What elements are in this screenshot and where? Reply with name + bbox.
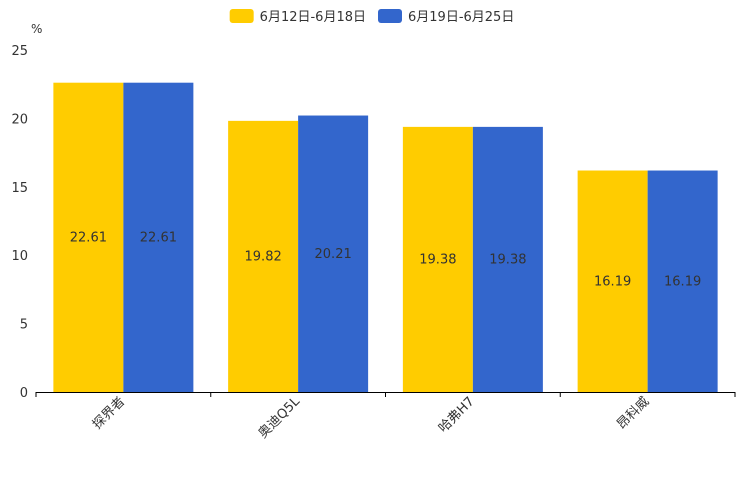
bar: [647, 170, 718, 392]
y-tick-label: 15: [11, 181, 28, 196]
y-tick-label: 0: [20, 386, 28, 401]
legend-label: 6月19日-6月25日: [408, 10, 514, 25]
x-tick-label: 哈弗H7: [436, 394, 478, 436]
bar: [298, 115, 369, 393]
bar: [228, 120, 299, 392]
legend: 6月12日-6月18日 6月19日-6月25日: [229, 9, 514, 25]
legend-item[interactable]: 6月19日-6月25日: [378, 9, 514, 25]
bar: [472, 126, 543, 393]
legend-swatch: [229, 9, 254, 23]
y-tick-label: 25: [11, 44, 28, 59]
data-label: 19.82: [245, 249, 282, 264]
bars: 22.61 19.82 19.38 16.19 22.61 20.21 19.38 16.19: [53, 82, 718, 393]
data-label: 16.19: [594, 274, 631, 289]
x-tick-label: 奥迪Q5L: [256, 394, 304, 442]
bar: [123, 82, 194, 393]
data-label: 19.38: [419, 252, 456, 267]
x-tick-label: 昂科威: [614, 394, 652, 432]
bar: [53, 82, 124, 393]
legend-swatch: [378, 9, 402, 23]
y-tick-label: 20: [11, 112, 28, 127]
data-label: 22.61: [140, 230, 177, 245]
y-axis: 0 5 10 15 20 25: [11, 44, 28, 401]
y-tick-label: 5: [20, 318, 28, 333]
bar: [402, 126, 473, 393]
x-tick-label: 探界者: [90, 394, 128, 432]
y-axis-unit-label: %: [31, 22, 42, 36]
y-tick-label: 10: [11, 249, 28, 264]
bar: [577, 170, 648, 392]
legend-item[interactable]: 6月12日-6月18日: [229, 9, 366, 25]
data-label: 22.61: [70, 230, 107, 245]
data-label: 16.19: [664, 274, 701, 289]
legend-label: 6月12日-6月18日: [260, 10, 366, 25]
data-label: 19.38: [489, 252, 526, 267]
x-axis: 探界者 奥迪Q5L 哈弗H7 昂科威: [35, 392, 736, 442]
data-label: 20.21: [315, 247, 352, 262]
